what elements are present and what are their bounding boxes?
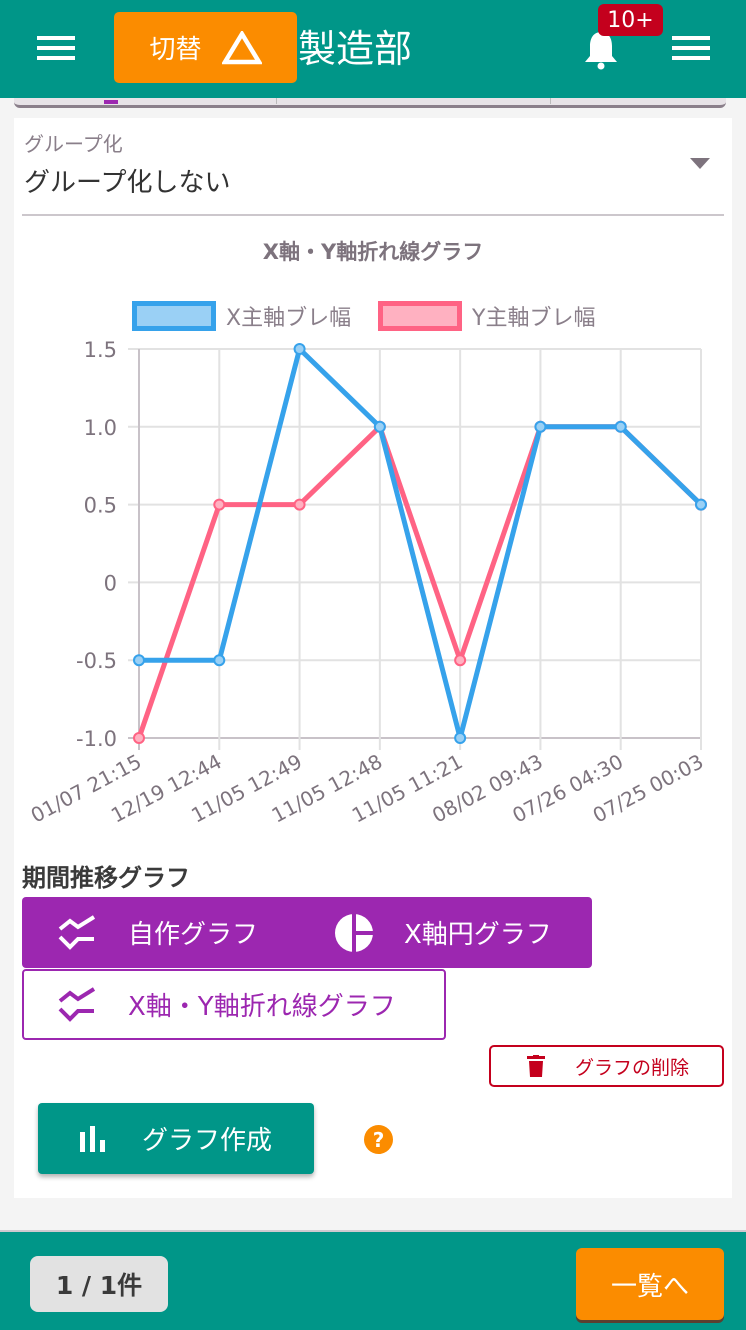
data-point[interactable]	[614, 420, 627, 433]
y-tick-label: 0	[104, 571, 117, 595]
right-menu-icon[interactable]	[672, 36, 710, 60]
data-point[interactable]	[213, 498, 226, 511]
multiline-chart-icon	[58, 985, 98, 1025]
create-graph-label: グラフ作成	[142, 1126, 273, 1156]
bell-icon[interactable]	[582, 30, 620, 70]
y-tick-label: 0.5	[84, 494, 117, 518]
series-line	[139, 346, 703, 741]
data-point[interactable]	[133, 654, 145, 667]
left-menu-icon[interactable]	[37, 36, 75, 60]
data-point[interactable]	[133, 732, 145, 744]
period-graph-title: 期間推移グラフ	[22, 864, 190, 892]
data-point[interactable]	[534, 420, 547, 433]
legend-label-x: X主軸ブレ幅	[226, 306, 352, 331]
custom-graph-button[interactable]: 自作グラフ	[22, 897, 298, 968]
data-point[interactable]	[373, 420, 386, 433]
switch-button[interactable]: 切替	[114, 12, 297, 83]
create-graph-button[interactable]: グラフ作成	[38, 1103, 314, 1174]
trash-icon	[527, 1055, 545, 1077]
data-point[interactable]	[293, 343, 306, 355]
legend-label-y: Y主軸ブレ幅	[472, 306, 596, 331]
dropdown-caret-icon	[690, 158, 710, 169]
grouping-label: グループ化	[24, 132, 123, 156]
pie-chart-icon	[334, 912, 374, 953]
department-title: 製造部	[298, 27, 413, 71]
help-icon[interactable]: ?	[364, 1125, 393, 1154]
xy-line-graph-label: X軸・Y軸折れ線グラフ	[128, 992, 396, 1022]
y-tick-label: -0.5	[76, 649, 117, 673]
data-point[interactable]	[213, 654, 226, 667]
custom-graph-label: 自作グラフ	[128, 920, 259, 950]
delete-graph-button[interactable]: グラフの削除	[489, 1045, 724, 1087]
y-tick-label: 1.0	[84, 416, 117, 440]
bar-chart-icon	[80, 1125, 105, 1152]
legend-item-y[interactable]: Y主軸ブレ幅	[378, 300, 595, 332]
divider	[276, 92, 277, 104]
y-axis-ticks: 1.5 1.0 0.5 0 -0.5 -1.0	[76, 338, 117, 751]
grouping-value: グループ化しない	[24, 168, 231, 198]
multiline-chart-icon	[58, 913, 98, 953]
xy-line-graph-button[interactable]: X軸・Y軸折れ線グラフ	[22, 969, 446, 1040]
footer-bar: 1 / 1件 一覧へ	[0, 1230, 746, 1330]
x-pie-graph-button[interactable]: X軸円グラフ	[298, 897, 592, 968]
switch-label: 切替	[149, 35, 202, 65]
chart-series	[133, 343, 707, 744]
divider	[550, 92, 551, 104]
data-point[interactable]	[454, 654, 467, 667]
record-count: 1 / 1件	[30, 1256, 168, 1312]
x-pie-graph-label: X軸円グラフ	[404, 920, 552, 950]
legend-swatch-y	[378, 301, 462, 331]
data-point[interactable]	[695, 498, 707, 511]
data-point[interactable]	[454, 732, 467, 744]
data-point[interactable]	[293, 498, 306, 511]
notification-badge: 10+	[598, 4, 663, 36]
back-to-list-button[interactable]: 一覧へ	[576, 1248, 724, 1320]
chart-title: X軸・Y軸折れ線グラフ	[262, 240, 484, 264]
purple-marker	[104, 100, 118, 104]
triangle-warning-icon	[221, 30, 262, 64]
grouping-select[interactable]: グループ化 グループ化しない	[22, 122, 724, 216]
y-tick-label: -1.0	[76, 727, 117, 751]
delete-graph-label: グラフの削除	[575, 1056, 690, 1079]
y-tick-label: 1.5	[84, 338, 117, 362]
legend-item-x[interactable]: X主軸ブレ幅	[132, 300, 351, 332]
chart-grid	[128, 348, 702, 750]
app-header: 切替 製造部 10+	[0, 0, 746, 98]
legend-swatch-x	[132, 301, 216, 331]
